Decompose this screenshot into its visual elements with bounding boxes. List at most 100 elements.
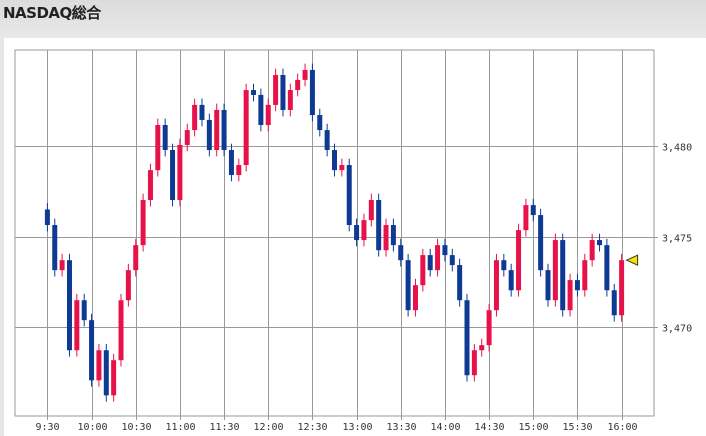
candle-up (523, 205, 529, 231)
candle-down (611, 290, 617, 316)
candle-down (170, 150, 176, 201)
candle-down (508, 270, 514, 291)
candle-down (103, 350, 109, 396)
candle-down (309, 69, 315, 116)
candle-down (464, 300, 470, 376)
candle-up (486, 310, 492, 346)
candle-up (184, 130, 190, 145)
candle-down (199, 104, 205, 120)
candle-up (192, 104, 198, 131)
candle-up (236, 165, 242, 176)
candle-down (258, 94, 264, 126)
candle-up (125, 270, 131, 301)
candle-up (479, 345, 485, 351)
candle-up (243, 90, 249, 166)
candle-down (280, 75, 286, 110)
candle-up (111, 360, 117, 396)
candle-up (361, 220, 367, 241)
candle-down (89, 320, 95, 381)
candle-down (398, 245, 404, 261)
candle-down (560, 240, 566, 311)
x-tick-label: 15:30 (562, 422, 592, 433)
candle-up (567, 280, 573, 311)
candle-down (501, 260, 507, 271)
x-tick-label: 10:30 (121, 422, 151, 433)
plot-border (14, 49, 655, 417)
candle-down (427, 255, 433, 271)
page-title: NASDAQ総合 (3, 4, 101, 22)
candle-down (221, 109, 227, 151)
x-tick-label: 14:30 (474, 422, 504, 433)
candle-up (147, 170, 153, 201)
candle-up (140, 200, 146, 246)
candle-up (118, 300, 124, 361)
candle-down (530, 205, 536, 216)
candle-up (214, 109, 220, 151)
candle-up (368, 200, 374, 221)
candle-up (552, 240, 558, 301)
candle-up (420, 255, 426, 286)
candle-down (390, 225, 396, 246)
candle-up (133, 245, 139, 271)
candle-down (66, 260, 72, 351)
candle-down (442, 245, 448, 256)
x-tick-label: 13:30 (386, 422, 416, 433)
candle-down (405, 260, 411, 311)
candle-down (457, 265, 463, 301)
candle-down (574, 280, 580, 291)
x-tick-label: 14:00 (430, 422, 460, 433)
candle-down (597, 240, 603, 246)
candle-up (295, 79, 301, 91)
x-tick-label: 9:30 (35, 422, 59, 433)
candle-up (59, 260, 65, 271)
x-tick-label: 15:00 (518, 422, 548, 433)
candle-down (44, 209, 50, 226)
candle-down (162, 125, 168, 151)
candle-up (471, 350, 477, 376)
candle-up (412, 285, 418, 311)
last-price-marker-icon (625, 254, 639, 266)
candle-down (332, 150, 337, 171)
candle-up (96, 350, 102, 381)
candle-up (493, 260, 499, 311)
x-tick-label: 11:00 (165, 422, 195, 433)
x-tick-label: 12:30 (297, 422, 327, 433)
candle-up (619, 260, 625, 316)
candle-up (516, 230, 522, 291)
candle-up (273, 75, 279, 105)
candle-down (604, 245, 610, 291)
y-tick-label: 3,470 (662, 324, 692, 335)
candle-up (74, 300, 80, 351)
candle-up (435, 245, 441, 271)
candle-down (52, 225, 58, 271)
candle-down (449, 255, 455, 266)
candle-up (287, 90, 293, 110)
candle-up (302, 69, 308, 80)
candle-down (376, 200, 382, 251)
y-tick-label: 3,480 (662, 143, 692, 154)
candle-up (383, 225, 389, 251)
candle-down (251, 90, 257, 95)
x-tick-label: 12:00 (253, 422, 283, 433)
candle-up (265, 104, 271, 126)
candle-down (354, 225, 360, 241)
candle-up (177, 144, 183, 201)
candle-down (317, 115, 323, 131)
candle-down (324, 130, 330, 151)
x-tick-label: 13:00 (342, 422, 372, 433)
candle-up (582, 260, 588, 291)
x-tick-label: 11:30 (209, 422, 239, 433)
header-bar: NASDAQ総合 (0, 0, 706, 38)
candle-up (339, 165, 345, 171)
candle-up (155, 125, 161, 171)
x-tick-label: 16:00 (607, 422, 637, 433)
candle-down (81, 300, 87, 321)
candle-down (538, 215, 544, 271)
candle-down (206, 119, 212, 151)
y-tick-label: 3,475 (662, 234, 692, 245)
candle-down (346, 165, 352, 226)
candle-down (228, 150, 234, 176)
x-tick-label: 10:00 (77, 422, 107, 433)
candle-up (589, 240, 595, 261)
